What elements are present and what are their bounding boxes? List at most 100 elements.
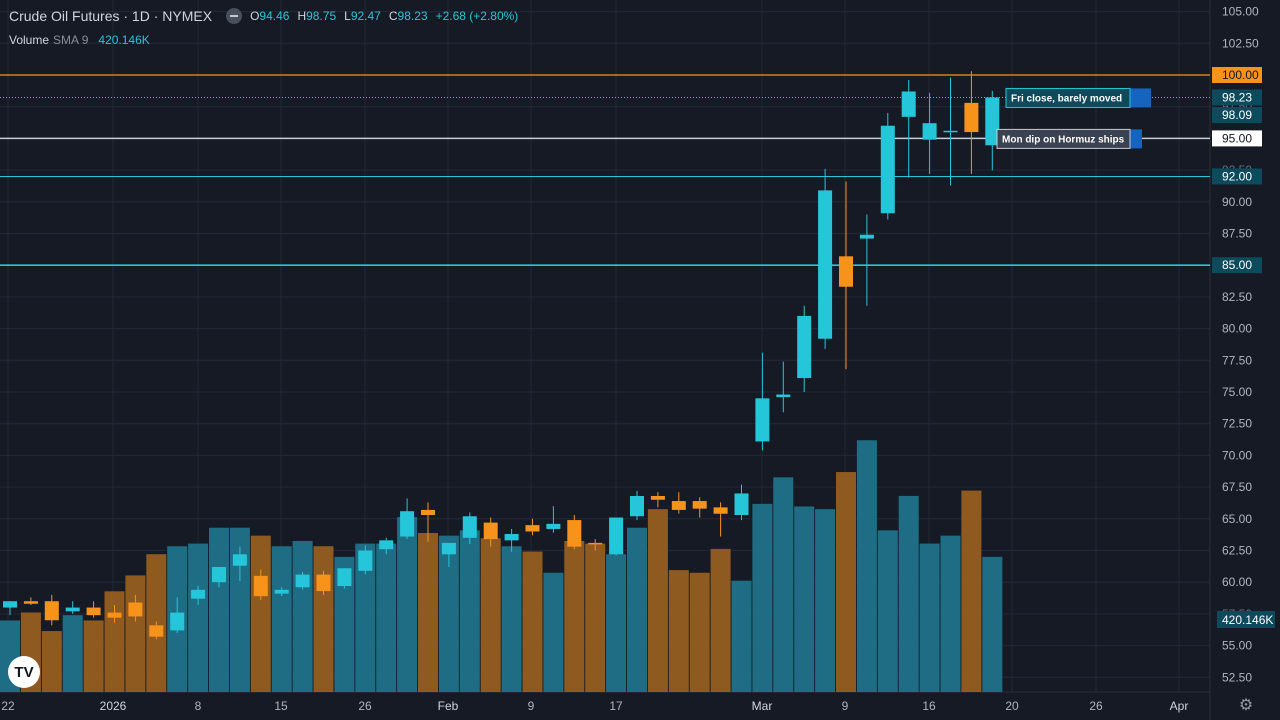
y-tick-label: 52.50 xyxy=(1222,670,1252,684)
price-tag xyxy=(1212,107,1262,123)
price-tag-label: 85.00 xyxy=(1222,258,1252,272)
y-tick-label: 60.00 xyxy=(1222,575,1252,589)
volume-bar xyxy=(438,535,459,692)
candle-body xyxy=(880,125,895,214)
candle-body xyxy=(3,601,17,608)
price-tag-label: 95.00 xyxy=(1222,131,1252,145)
price-tag-label: 100.00 xyxy=(1222,68,1259,82)
symbol-title[interactable]: Crude Oil Futures · 1D · NYMEX xyxy=(9,8,213,24)
annotation-box xyxy=(996,128,1131,149)
candle-body xyxy=(650,495,665,500)
candle-body xyxy=(421,509,435,515)
candle-body xyxy=(358,550,373,571)
volume-bar xyxy=(292,540,313,692)
price-tag xyxy=(1212,67,1262,83)
volume-bar xyxy=(919,543,940,692)
high-value: 98.75 xyxy=(306,9,337,23)
volume-bar xyxy=(877,530,898,692)
x-tick-label: 26 xyxy=(1089,699,1103,713)
candle-body xyxy=(818,190,833,339)
volume-bar xyxy=(731,580,752,692)
change-value: +2.68 (+2.80%) xyxy=(435,9,519,23)
x-tick-label: 20 xyxy=(1005,699,1019,713)
volume-bar xyxy=(418,533,438,692)
volume-bar xyxy=(480,538,501,692)
candle-body xyxy=(44,601,59,621)
close-label: C xyxy=(388,9,398,23)
volume-bar xyxy=(62,615,83,692)
volume-legend: Volume SMA 9 420.146K xyxy=(9,33,150,47)
volume-bar xyxy=(627,527,647,692)
candle-body xyxy=(191,589,206,599)
y-tick-label: 55.00 xyxy=(1222,639,1252,653)
volume-bar xyxy=(836,472,856,692)
volume-study-label: SMA 9 xyxy=(53,33,89,47)
candle-body xyxy=(525,525,540,532)
tradingview-logo-icon[interactable]: TV xyxy=(8,656,40,688)
price-tag-label: 92.00 xyxy=(1222,169,1252,183)
price-tag xyxy=(1212,130,1262,147)
price-tag-label: 98.23 xyxy=(1222,90,1252,104)
x-tick-label: 2026 xyxy=(100,699,127,713)
volume-bar xyxy=(83,620,104,692)
candle-body xyxy=(839,256,853,287)
candle-body xyxy=(567,520,582,547)
volume-tag xyxy=(1217,611,1275,628)
volume-bar xyxy=(856,440,877,692)
y-tick-label: 67.50 xyxy=(1222,480,1252,494)
low-label: L xyxy=(344,9,351,23)
volume-bar xyxy=(522,551,543,692)
x-tick-label: 17 xyxy=(609,699,623,713)
volume-bar xyxy=(313,546,334,692)
volume-bar xyxy=(397,517,418,692)
candle-body xyxy=(630,495,644,517)
x-tick-label: 9 xyxy=(842,699,849,713)
y-tick-label: 105.00 xyxy=(1222,5,1259,19)
y-tick-label: 87.50 xyxy=(1222,227,1252,241)
y-tick-label: 62.50 xyxy=(1222,544,1252,558)
candle-body xyxy=(337,568,352,587)
open-label: O xyxy=(250,9,260,23)
candle-body xyxy=(859,234,874,239)
gear-icon[interactable]: ⚙ xyxy=(1238,697,1254,714)
volume-bar xyxy=(501,546,522,692)
volume-bar xyxy=(606,554,627,692)
volume-bar xyxy=(250,535,271,692)
volume-bar xyxy=(229,527,250,692)
volume-bar xyxy=(710,548,731,692)
volume-bar xyxy=(752,503,773,692)
volume-bar xyxy=(898,495,919,692)
candle-body xyxy=(483,522,498,540)
candle-body xyxy=(671,501,686,510)
candle-body xyxy=(964,102,979,133)
volume-bar xyxy=(564,540,585,692)
candle-body xyxy=(462,516,477,538)
x-tick-label: 15 xyxy=(274,699,288,713)
volume-bar xyxy=(647,509,668,692)
candle-body xyxy=(797,315,812,379)
y-tick-label: 102.50 xyxy=(1222,36,1259,50)
eye-icon[interactable] xyxy=(226,8,243,24)
volume-bar xyxy=(355,543,376,692)
volume-tag-label: 420.146K xyxy=(1222,613,1273,627)
volume-bar xyxy=(585,543,606,692)
volume-bar xyxy=(668,570,689,692)
annotation-text: Fri close, barely moved xyxy=(1011,93,1122,104)
high-label: H xyxy=(297,9,307,23)
candle-body xyxy=(253,575,268,597)
volume-value: 420.146K xyxy=(98,33,150,47)
volume-bar xyxy=(334,556,355,692)
volume-bar xyxy=(982,556,1003,692)
candle-body xyxy=(692,501,707,509)
candle-body xyxy=(734,493,749,515)
volume-bar xyxy=(689,572,710,692)
candle-body xyxy=(713,507,728,514)
volume-bar xyxy=(376,543,397,692)
annotation-text: Mon dip on Hormuz ships xyxy=(1002,134,1125,145)
x-tick-label: 16 xyxy=(922,699,936,713)
candle-body xyxy=(922,123,937,140)
annotation-box xyxy=(1005,87,1131,108)
volume-label[interactable]: Volume xyxy=(9,33,50,47)
candle-body xyxy=(776,394,791,398)
